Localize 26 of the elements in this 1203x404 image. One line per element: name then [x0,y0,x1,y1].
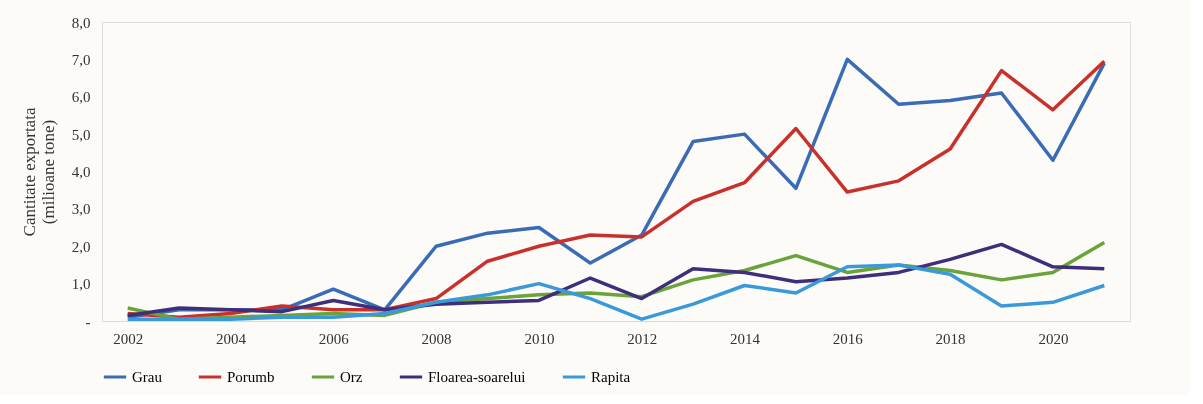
y-tick-label: 8,0 [71,14,91,31]
legend-label: Rapita [591,369,631,385]
line-series [125,263,1107,321]
x-tick-label: 2016 [832,330,864,347]
x-tick-label: 2002 [113,330,144,347]
y-tick-label: 4,0 [71,164,91,180]
y-axis-title: Cantitate exportata (milioane tone) [19,107,58,237]
legend-label: Grau [132,369,163,385]
x-tick-label: 2014 [730,330,761,347]
x-tick-label: 2018 [935,330,966,347]
y-tick-label: 5,0 [71,126,91,143]
x-tick-label: 2012 [627,330,658,347]
y-tick-label: 3,0 [71,201,91,218]
legend-label: Floarea-soarelui [428,369,526,385]
legend-label: Orz [340,369,363,385]
y-tick-label: - [85,313,91,330]
x-tick-label: 2020 [1038,330,1069,347]
y-tick-label: 2,0 [71,238,91,255]
x-tick-label: 2006 [318,330,350,347]
x-tick-label: 2010 [524,330,555,347]
y-tick-label: 6,0 [71,89,91,106]
legend-label: Porumb [227,369,275,385]
x-tick-label: 2004 [216,330,247,347]
y-tick-label: 1,0 [71,276,91,293]
x-tick-label: 2008 [421,330,452,347]
y-tick-label: 7,0 [71,51,91,68]
